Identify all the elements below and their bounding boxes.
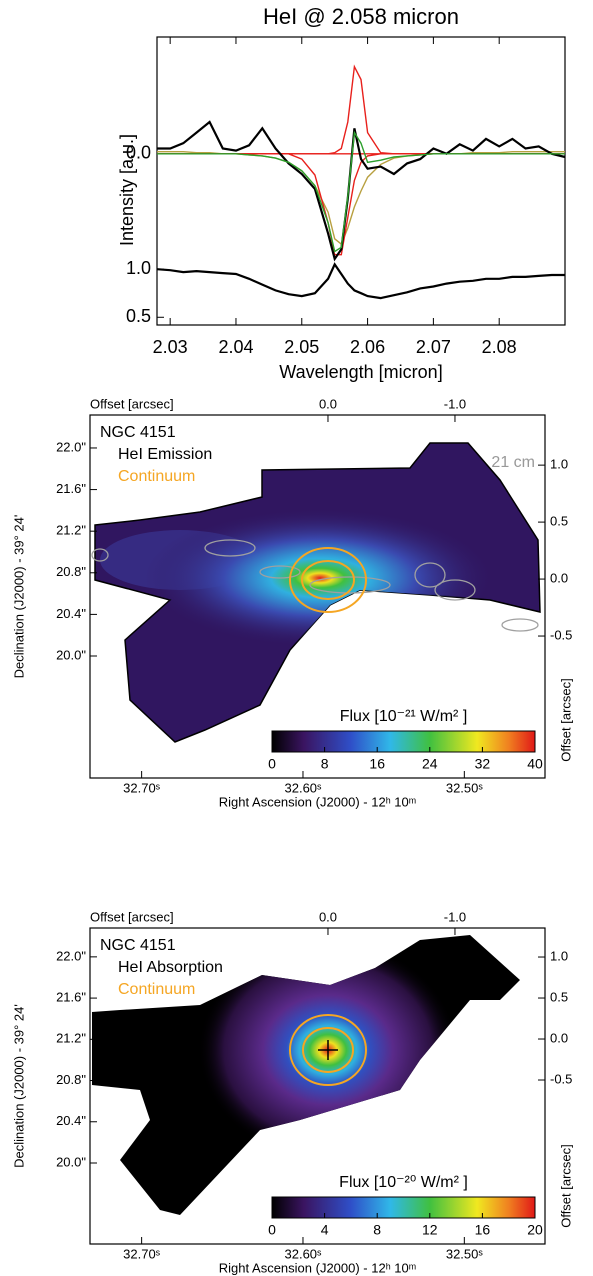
series-line: [157, 152, 565, 244]
y-tick-label: 0.0: [126, 143, 151, 163]
colorbar-tick-label: 20: [527, 1222, 543, 1238]
colorbar-tick-label: 16: [475, 1222, 491, 1238]
y-axis-label: Declination (J2000) - 39° 24': [11, 515, 26, 679]
y2-tick-label: 0.0: [550, 1030, 568, 1045]
colorbar-title: Flux [10⁻²¹ W/m² ]: [340, 708, 468, 725]
map-annotation: 21 cm: [491, 454, 535, 471]
map-legend-label: HeI Emission: [118, 446, 212, 463]
y-axis-label: Declination (J2000) - 39° 24': [11, 1004, 26, 1168]
y-tick-label: 20.0": [56, 1154, 86, 1169]
y2-axis-label: Offset [arcsec]: [558, 1144, 573, 1228]
y2-tick-label: 0.5: [550, 989, 568, 1004]
x-tick-label: 2.05: [284, 337, 319, 357]
y-tick-label: 20.8": [56, 1072, 86, 1087]
map-title: NGC 4151: [100, 424, 176, 441]
y-tick-label: 20.4": [56, 1113, 86, 1128]
x-axis-label: Right Ascension (J2000) - 12ʰ 10ᵐ: [219, 1260, 416, 1275]
series-line: [157, 264, 565, 298]
x2-tick-label: 0.0: [319, 396, 337, 411]
colorbar-tick-label: 8: [373, 1222, 381, 1238]
y-tick-label: 22.0": [56, 439, 86, 454]
x-tick-label: 2.07: [416, 337, 451, 357]
colorbar-tick-label: 24: [422, 756, 438, 772]
map-legend-label: HeI Absorption: [118, 959, 223, 976]
x-tick-label: 32.60ˢ: [285, 1246, 323, 1261]
y-tick-label: 22.0": [56, 948, 86, 963]
colorbar: [272, 1197, 535, 1218]
y-tick-label: 21.2": [56, 1031, 86, 1046]
y-tick-label: 21.6": [56, 990, 86, 1005]
y-tick-label: 21.2": [56, 523, 86, 538]
colorbar-tick-label: 4: [321, 1222, 329, 1238]
x-tick-label: 32.70ˢ: [123, 1246, 161, 1261]
x-tick-label: 32.60ˢ: [285, 780, 323, 795]
y2-tick-label: 0.0: [550, 571, 568, 586]
y-tick-label: 20.8": [56, 564, 86, 579]
x-tick-label: 32.70ˢ: [123, 780, 161, 795]
colorbar-tick-label: 32: [475, 756, 491, 772]
y-tick-label: 0.5: [126, 306, 151, 326]
series-line: [157, 154, 565, 255]
x-axis-label: Wavelength [micron]: [279, 362, 442, 382]
map-image-emission: [92, 443, 540, 742]
x2-tick-label: -1.0: [444, 909, 466, 924]
x-tick-label: 2.03: [153, 337, 188, 357]
chart-title: HeI @ 2.058 micron: [263, 4, 459, 29]
y-tick-label: 21.6": [56, 481, 86, 496]
x-tick-label: 2.06: [350, 337, 385, 357]
x2-axis-label: Offset [arcsec]: [90, 909, 174, 924]
y2-tick-label: -0.5: [550, 627, 572, 642]
figure: HeI @ 2.058 micronWavelength [micron]Int…: [0, 0, 593, 1276]
map-legend-label: Continuum: [118, 468, 195, 485]
y2-tick-label: 1.0: [550, 948, 568, 963]
colorbar-tick-label: 8: [321, 756, 329, 772]
map-image-absorption: [92, 935, 520, 1215]
map-title: NGC 4151: [100, 937, 176, 954]
colorbar-tick-label: 12: [422, 1222, 438, 1238]
x-tick-label: 32.50ˢ: [446, 780, 484, 795]
x-tick-label: 32.50ˢ: [446, 1246, 484, 1261]
x2-tick-label: 0.0: [319, 909, 337, 924]
x-tick-label: 2.08: [482, 337, 517, 357]
y-tick-label: 1.0: [126, 258, 151, 278]
colorbar-tick-label: 40: [527, 756, 543, 772]
colorbar-title: Flux [10⁻²⁰ W/m² ]: [339, 1174, 468, 1191]
y2-tick-label: -0.5: [550, 1071, 572, 1086]
colorbar-tick-label: 0: [268, 756, 276, 772]
y2-axis-label: Offset [arcsec]: [558, 678, 573, 762]
page: HeI @ 2.058 micronWavelength [micron]Int…: [0, 0, 593, 1276]
colorbar-tick-label: 0: [268, 1222, 276, 1238]
x-axis-label: Right Ascension (J2000) - 12ʰ 10ᵐ: [219, 794, 416, 809]
map-legend-label: Continuum: [118, 981, 195, 998]
colorbar: [272, 731, 535, 752]
y-tick-label: 20.4": [56, 606, 86, 621]
x2-axis-label: Offset [arcsec]: [90, 396, 174, 411]
colorbar-tick-label: 16: [369, 756, 385, 772]
x2-tick-label: -1.0: [444, 396, 466, 411]
x-tick-label: 2.04: [218, 337, 253, 357]
y2-tick-label: 1.0: [550, 457, 568, 472]
y-tick-label: 20.0": [56, 647, 86, 662]
y2-tick-label: 0.5: [550, 514, 568, 529]
